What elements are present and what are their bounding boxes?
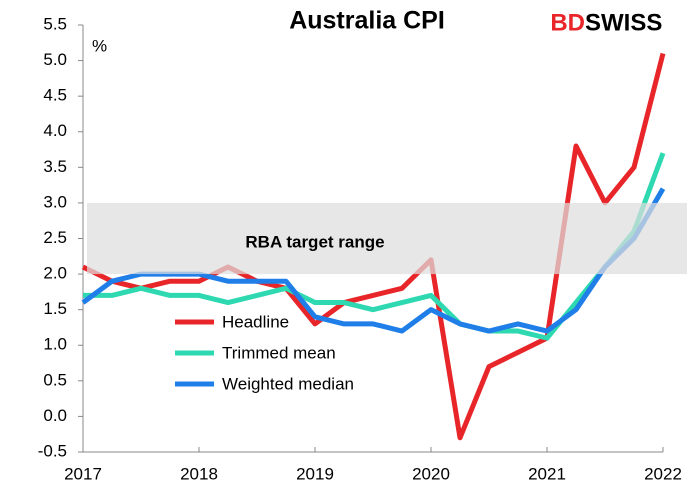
y-tick-label: 4.0 bbox=[43, 121, 67, 140]
logo-bd: BD bbox=[550, 9, 585, 36]
legend-label: Weighted median bbox=[222, 374, 354, 393]
x-tick-label: 2022 bbox=[644, 464, 682, 483]
x-tick-label: 2017 bbox=[64, 464, 102, 483]
y-tick-label: 3.0 bbox=[43, 192, 67, 211]
y-tick-label: 3.5 bbox=[43, 157, 67, 176]
x-tick-label: 2018 bbox=[180, 464, 218, 483]
x-tick-label: 2021 bbox=[528, 464, 566, 483]
y-tick-label: 1.5 bbox=[43, 299, 67, 318]
band-label: RBA target range bbox=[245, 232, 384, 251]
target-band bbox=[87, 202, 687, 275]
logo-swiss: SWISS bbox=[585, 9, 662, 36]
x-tick-label: 2019 bbox=[296, 464, 334, 483]
y-tick-label: 2.0 bbox=[43, 264, 67, 283]
legend-label: Headline bbox=[222, 312, 289, 331]
y-tick-label: 2.5 bbox=[43, 228, 67, 247]
y-tick-label: 4.5 bbox=[43, 86, 67, 105]
y-tick-label: 5.5 bbox=[43, 14, 67, 33]
y-axis-label: % bbox=[92, 36, 107, 55]
y-tick-label: 0.0 bbox=[43, 406, 67, 425]
legend-label: Trimmed mean bbox=[222, 343, 336, 362]
y-tick-label: 0.5 bbox=[43, 370, 67, 389]
x-tick-label: 2020 bbox=[412, 464, 450, 483]
chart-title: Australia CPI bbox=[289, 7, 445, 35]
y-tick-label: -0.5 bbox=[38, 441, 67, 460]
y-tick-label: 5.0 bbox=[43, 50, 67, 69]
y-tick-label: 1.0 bbox=[43, 335, 67, 354]
